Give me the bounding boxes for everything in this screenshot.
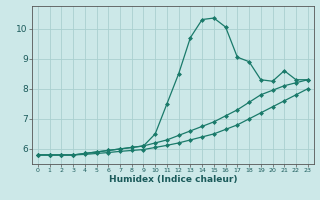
X-axis label: Humidex (Indice chaleur): Humidex (Indice chaleur) <box>108 175 237 184</box>
